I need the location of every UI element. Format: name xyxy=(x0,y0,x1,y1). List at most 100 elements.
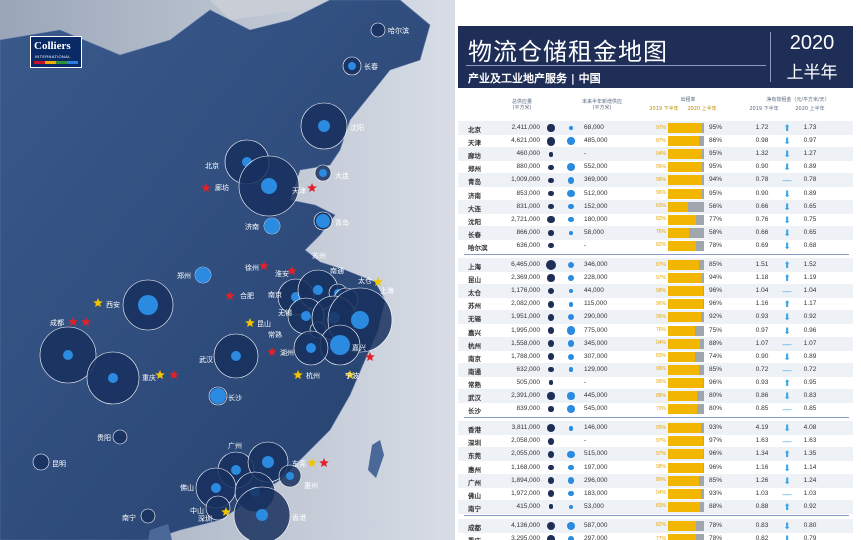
row-rent: 0.83 xyxy=(803,392,817,399)
table-row: 成都 4,136,000 587,000 82% 78% 0.83 ⬇ 0.80 xyxy=(458,518,853,533)
supply-dot xyxy=(567,521,575,530)
city-label: 北京 xyxy=(205,161,219,170)
city-supply-bubble xyxy=(108,373,118,383)
city-label: 昆山 xyxy=(257,319,271,328)
occupancy-bar-fill xyxy=(668,149,703,160)
city-label: 上海 xyxy=(380,286,394,295)
occupancy-bar xyxy=(668,227,704,238)
row-rent: 4.08 xyxy=(803,424,817,432)
row-rent-prev: 1.16 xyxy=(755,463,769,471)
occupancy-bar-fill xyxy=(668,488,702,499)
star-icon xyxy=(267,347,277,356)
occupancy-bar-fill xyxy=(668,260,699,270)
row-rent-prev: 0.82 xyxy=(755,535,769,540)
trend-flat-icon: — xyxy=(782,364,792,375)
row-supply: 346,000 xyxy=(584,261,608,268)
supply-dot xyxy=(568,464,574,471)
row-occ: 88% xyxy=(709,502,723,510)
row-rent: 0.68 xyxy=(803,241,817,249)
trend-down-icon: ⬇ xyxy=(783,391,791,401)
row-city: 东莞 xyxy=(468,452,481,461)
row-occ-prev: 97% xyxy=(655,274,666,281)
row-occ-prev: 96% xyxy=(655,176,666,183)
row-rent-prev: 1.51 xyxy=(755,261,769,268)
header-rent-cur: 2020 上半年 xyxy=(795,106,825,112)
row-rent-prev: 0.78 xyxy=(755,176,769,184)
occupancy-bar-fill xyxy=(668,188,703,199)
supply-dot xyxy=(567,392,575,400)
trend-down-icon: ⬇ xyxy=(783,240,791,251)
occupancy-bar-fill xyxy=(668,227,689,238)
star-icon xyxy=(68,317,78,326)
trend-up-icon: ⬆ xyxy=(783,299,791,310)
occupancy-bar-fill xyxy=(668,449,703,460)
occupancy-bar xyxy=(668,188,704,199)
city-label: 成都 xyxy=(50,318,64,327)
city-supply-bubble xyxy=(301,311,311,321)
row-rent: 0.78 xyxy=(803,176,817,184)
row-supply: 183,000 xyxy=(584,489,608,497)
row-occ: 85% xyxy=(709,365,723,373)
occupancy-bar xyxy=(668,488,704,499)
supply-dot xyxy=(567,450,575,459)
occupancy-bar xyxy=(668,364,704,375)
row-supply: 552,000 xyxy=(584,163,608,171)
row-rent: 0.89 xyxy=(803,189,817,197)
star-icon xyxy=(293,370,303,379)
header-supply: 未来半年新增供应 (平方米) xyxy=(581,99,622,111)
stock-dot xyxy=(548,190,554,197)
trend-down-icon: ⬇ xyxy=(783,214,791,225)
row-rent: 0.89 xyxy=(803,352,817,360)
row-supply: 297,000 xyxy=(584,535,608,540)
supply-dot xyxy=(567,314,575,321)
trend-down-icon: ⬇ xyxy=(783,188,791,199)
row-stock: 505,000 xyxy=(516,378,541,386)
city-label: 嘉兴 xyxy=(352,343,366,352)
stock-dot xyxy=(546,260,556,270)
row-occ: 95% xyxy=(709,189,723,197)
table-row: 沈阳 2,721,000 180,000 82% 77% 0.76 ⬇ 0.75 xyxy=(458,213,853,227)
occupancy-bar-fill xyxy=(668,136,699,147)
row-rent: 1.52 xyxy=(803,261,817,268)
table-row: 上海 6,465,000 346,000 87% 85% 1.51 ⬆ 1.52 xyxy=(458,258,853,272)
city-label: 武汉 xyxy=(199,355,213,364)
city-label: 徐州 xyxy=(245,263,259,272)
table-row: 青岛 1,009,000 369,000 96% 94% 0.78 — 0.78 xyxy=(458,173,853,188)
row-occ: 95% xyxy=(709,150,723,158)
row-stock: 6,465,000 xyxy=(511,261,540,268)
header-divider xyxy=(770,32,771,82)
supply-dot xyxy=(567,189,575,198)
table-row: 苏州 2,082,000 115,000 96% 96% 1.16 ⬆ 1.17 xyxy=(458,297,853,311)
row-occ-prev: 82% xyxy=(655,522,666,529)
trend-down-icon: ⬇ xyxy=(783,201,791,212)
occupancy-bar-fill xyxy=(668,436,703,447)
row-rent-prev: 1.32 xyxy=(755,150,769,158)
occupancy-bar-fill xyxy=(668,299,703,310)
trend-up-icon: ⬆ xyxy=(783,273,791,284)
row-city: 沈阳 xyxy=(468,217,481,226)
table-row: 南通 632,000 129,000 96% 85% 0.72 — 0.72 xyxy=(458,362,853,377)
stock-dot xyxy=(547,535,555,540)
row-rent-prev: 0.72 xyxy=(755,365,769,373)
row-supply: 345,000 xyxy=(584,339,608,347)
occupancy-bar xyxy=(668,286,704,297)
star-icon xyxy=(307,183,317,192)
row-city: 武汉 xyxy=(468,394,481,402)
row-rent-prev: 1.26 xyxy=(755,476,769,484)
occupancy-bar xyxy=(668,260,704,270)
city-label: 太仓 xyxy=(358,276,372,285)
city-label: 南通 xyxy=(330,266,344,275)
stock-dot xyxy=(547,274,555,282)
row-rent-prev: 1.04 xyxy=(755,287,769,295)
row-supply: - xyxy=(584,150,587,158)
row-city: 哈尔滨 xyxy=(468,243,488,252)
row-occ: 94% xyxy=(709,176,723,184)
city-label: 深圳 xyxy=(198,514,212,523)
row-occ: 94% xyxy=(709,274,723,282)
row-rent: 0.75 xyxy=(803,215,817,223)
row-city: 嘉兴 xyxy=(468,328,481,337)
city-supply-bubble xyxy=(351,311,369,329)
stock-dot xyxy=(548,164,554,171)
